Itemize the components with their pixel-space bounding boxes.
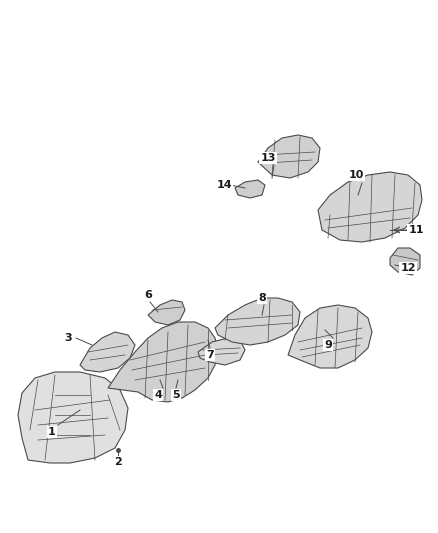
Polygon shape xyxy=(215,298,300,345)
Text: 3: 3 xyxy=(64,333,72,343)
Polygon shape xyxy=(288,305,372,368)
Text: 9: 9 xyxy=(324,340,332,350)
Text: 13: 13 xyxy=(260,153,276,163)
Polygon shape xyxy=(258,135,320,178)
Text: 7: 7 xyxy=(206,350,214,360)
Polygon shape xyxy=(390,248,420,275)
Polygon shape xyxy=(198,338,245,365)
Polygon shape xyxy=(235,180,265,198)
Text: 10: 10 xyxy=(348,170,364,180)
Polygon shape xyxy=(18,372,128,463)
Polygon shape xyxy=(148,300,185,325)
Text: 1: 1 xyxy=(48,427,56,437)
Text: 6: 6 xyxy=(144,290,152,300)
Polygon shape xyxy=(108,322,218,402)
Text: 14: 14 xyxy=(216,180,232,190)
Text: 8: 8 xyxy=(258,293,266,303)
Text: 12: 12 xyxy=(400,263,416,273)
Text: 4: 4 xyxy=(154,390,162,400)
Polygon shape xyxy=(80,332,135,372)
Polygon shape xyxy=(318,172,422,242)
Text: 5: 5 xyxy=(172,390,180,400)
Text: 2: 2 xyxy=(114,457,122,467)
Text: 11: 11 xyxy=(408,225,424,235)
